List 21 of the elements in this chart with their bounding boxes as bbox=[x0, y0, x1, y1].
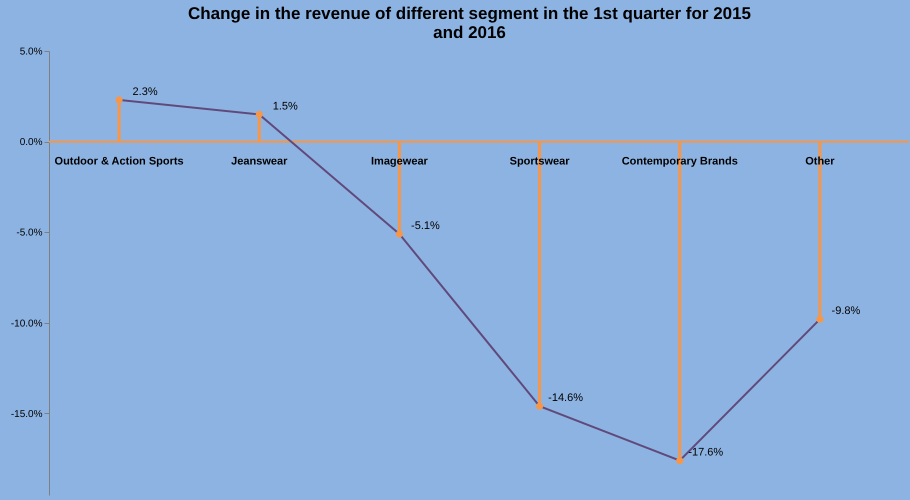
point bbox=[536, 402, 544, 410]
data-label: -17.6% bbox=[688, 446, 724, 459]
data-label: 1.5% bbox=[272, 100, 298, 112]
y-tick-label: 0.0% bbox=[20, 137, 43, 148]
point bbox=[396, 230, 403, 238]
point bbox=[816, 316, 824, 323]
data-label: -9.8% bbox=[832, 305, 860, 318]
point bbox=[256, 110, 263, 118]
y-tick-label: -5.0% bbox=[16, 228, 43, 239]
y-tick-label: 5.0% bbox=[20, 46, 43, 58]
data-label: 2.3% bbox=[132, 86, 158, 98]
data-label: -5.1% bbox=[411, 220, 440, 232]
y-tick-label: -15.0% bbox=[10, 408, 43, 420]
y-tick-label: -10.0% bbox=[10, 318, 43, 330]
x-tick-label: Outdoor & Action Sports bbox=[54, 156, 184, 168]
text: Change in the revenue of different segment in the 1st quarter for 2015 bbox=[188, 4, 752, 23]
point bbox=[676, 457, 684, 464]
x-tick-label: Jeanswear bbox=[231, 156, 288, 168]
text: and 2016 bbox=[433, 23, 506, 42]
data-label: -14.6% bbox=[548, 392, 584, 404]
point bbox=[116, 96, 123, 104]
